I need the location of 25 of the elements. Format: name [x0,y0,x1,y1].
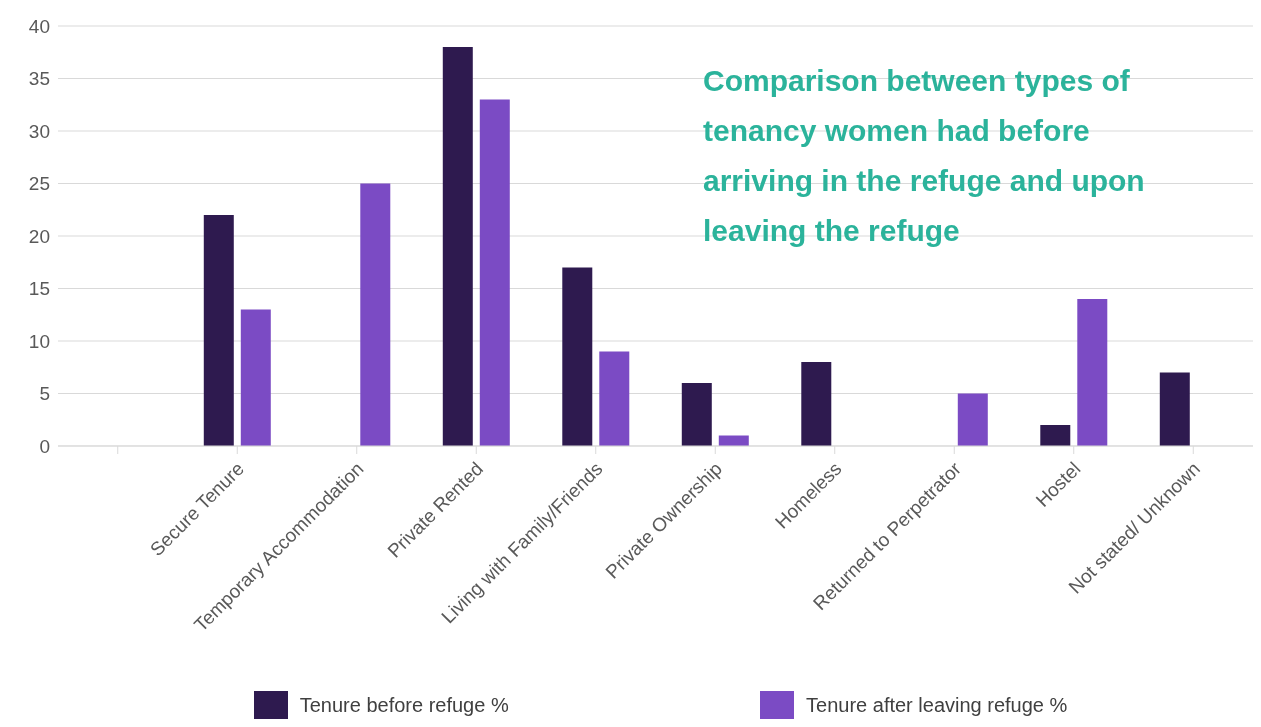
y-tick-label: 35 [28,68,50,90]
y-tick-label: 40 [28,15,50,37]
bar [599,351,630,446]
bar [479,99,510,446]
text: Comparison between types of tenancy women had before arriving in the refuge and upon leaving the refuge [703,63,1146,249]
y-tick-label: 0 [39,435,50,457]
bar [681,383,712,446]
bar [562,267,593,446]
bar [442,47,473,446]
bar [1077,299,1108,446]
legend-label: Tenure after leaving refuge % [806,693,1068,717]
y-tick-label: 30 [28,120,50,142]
bar [240,309,271,446]
y-tick-label: 25 [28,173,50,195]
bar [801,362,832,446]
y-tick-label: 5 [39,383,50,405]
bar [1040,425,1071,446]
bar [1159,372,1190,446]
legend-label: Tenure before refuge % [299,693,509,717]
y-tick-label: 15 [28,278,50,300]
bar [957,393,988,446]
bar [360,183,391,446]
bar [203,215,234,446]
y-tick-label: 10 [28,330,50,352]
y-tick-label: 20 [28,225,50,247]
